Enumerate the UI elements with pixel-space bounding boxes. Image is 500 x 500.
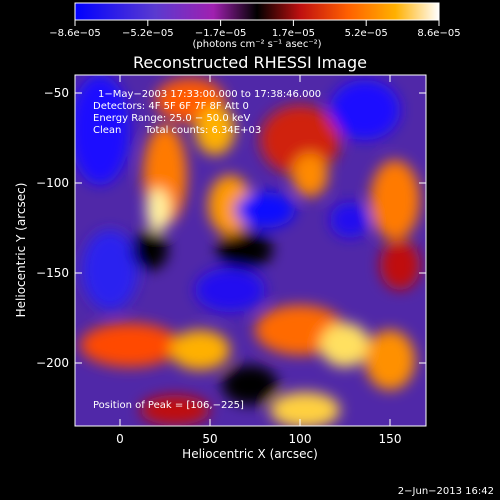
heatmap-region [330, 202, 370, 238]
colorbar-tick-label: −8.6e−05 [49, 28, 101, 39]
heatmap-region [75, 75, 130, 185]
total-counts-label: Total counts: 6.34E+03 [144, 125, 261, 136]
heatmap-region [330, 80, 400, 140]
heatmap-region [292, 153, 328, 197]
x-tick-label: 150 [379, 432, 402, 446]
x-axis: 0 50 100 150 [116, 75, 401, 446]
y-axis: −50 −100 −150 −200 [36, 86, 426, 370]
chart-title: Reconstructed RHESSI Image [133, 53, 367, 72]
heatmap-region [140, 395, 210, 425]
y-tick-label: −200 [36, 356, 69, 370]
colorbar-tick-label: 8.6e−05 [417, 28, 460, 39]
heatmap-region [195, 268, 265, 312]
energy-range-label: Energy Range: 25.0 − 50.0 keV [93, 113, 250, 124]
heatmap-region [320, 323, 370, 367]
x-tick-label: 0 [116, 432, 124, 446]
heatmap-region [270, 392, 340, 426]
heatmap-region [380, 240, 420, 290]
x-tick-label: 50 [202, 432, 217, 446]
heatmap-region [82, 230, 138, 310]
y-axis-title: Heliocentric Y (arcsec) [14, 183, 28, 318]
heatmap-region [235, 192, 295, 228]
peak-position-label: Position of Peak = [106,−225] [93, 400, 244, 411]
heatmap [75, 75, 426, 426]
heatmap-region [195, 105, 235, 155]
colorbar-tick-label: 1.7e−05 [272, 28, 315, 39]
heatmap-region [370, 160, 420, 240]
colorbar-unit-label: (photons cm⁻² s⁻¹ asec⁻²) [192, 39, 321, 50]
heatmap-region [217, 232, 273, 268]
time-range-label: 1−May−2003 17:33:00.000 to 17:38:46.000 [98, 89, 321, 100]
detectors-label: Detectors: 4F 5F 6F 7F 8F Att 0 [93, 101, 249, 112]
heatmap-region [170, 330, 230, 370]
colorbar-ticks: −8.6e−05 −5.2e−05 −1.7e−05 1.7e−05 5.2e−05 8.… [49, 20, 461, 39]
plot-frame [74, 74, 427, 427]
timestamp: 2−Jun−2013 16:42 [398, 486, 494, 497]
colorbar-tick-label: −5.2e−05 [122, 28, 174, 39]
x-tick-label: 100 [289, 432, 312, 446]
heatmap-region [146, 188, 170, 232]
heatmap-region [222, 365, 278, 405]
heatmap-region [80, 323, 180, 367]
y-tick-label: −100 [36, 176, 69, 190]
heatmap-region [365, 330, 415, 390]
colorbar-tick-label: 5.2e−05 [345, 28, 388, 39]
method-label: Clean [93, 125, 121, 136]
heatmap-region [132, 230, 168, 270]
colorbar [74, 2, 440, 21]
y-tick-label: −50 [44, 86, 69, 100]
x-axis-title: Heliocentric X (arcsec) [182, 447, 318, 461]
colorbar-tick-label: −1.7e−05 [195, 28, 247, 39]
y-tick-label: −150 [36, 266, 69, 280]
